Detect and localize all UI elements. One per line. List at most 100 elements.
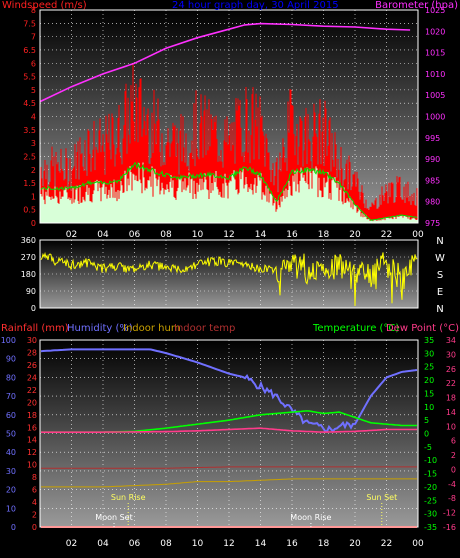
humidity-tick-label: 10: [6, 504, 16, 513]
rain-axis-label: Rainfall (mm): [1, 323, 69, 334]
x-tick-label: 18: [318, 230, 330, 240]
baro-tick-label: 1010: [425, 70, 445, 79]
rain-tick-label: 4: [32, 498, 37, 507]
temperature-tick-label: 35: [424, 336, 434, 345]
x-tick-label: 04: [97, 539, 109, 549]
baro-axis-label: Barometer (hpa): [375, 0, 458, 11]
temperature-tick-label: -25: [424, 496, 437, 505]
rain-tick-label: 24: [27, 373, 37, 382]
dewpoint-tick-label: 2: [451, 451, 456, 460]
wind-tick-label: 6.5: [23, 46, 36, 55]
x-tick-label: 06: [129, 230, 141, 240]
wind-tick-label: 1: [31, 192, 36, 201]
temperature-tick-label: -35: [424, 523, 437, 532]
wind-average-line: [40, 161, 418, 221]
wind-x-ticks: 02 04 06 08 10 12 14 16 18 20 22 00: [66, 230, 424, 240]
dewpoint-tick-label: 34: [446, 336, 456, 345]
x-tick-label: 14: [255, 230, 267, 240]
temp-hum-frame: [39, 339, 419, 528]
baro-tick-label: 985: [425, 176, 440, 185]
direction-tick-label: 360: [21, 236, 36, 245]
dewpoint-tick-label: 14: [446, 408, 456, 417]
dewpoint-axis-label: Dew Point (°C): [386, 323, 459, 334]
dewpoint-tick-label: 18: [446, 394, 456, 403]
dewpoint-tick-label: -8: [448, 494, 456, 503]
annotation-label: Moon Rise: [290, 513, 331, 522]
humidity-tick-label: 50: [6, 430, 16, 439]
humidity-tick-label: 70: [6, 392, 16, 401]
x-tick-label: 02: [66, 230, 77, 240]
direction-tick-label: 0: [31, 304, 36, 313]
direction-tick-label: 90: [26, 287, 36, 296]
x-tick-label: 12: [223, 539, 234, 549]
wind-tick-label: 1.5: [23, 179, 36, 188]
x-tick-label: 22: [381, 230, 392, 240]
temperature-tick-label: 25: [424, 363, 434, 372]
x-tick-label: 14: [255, 539, 267, 549]
rain-tick-label: 28: [27, 348, 37, 357]
series-line-indoor-hum: [41, 478, 417, 488]
x-tick-label: 16: [286, 539, 298, 549]
dewpoint-tick-label: -12: [443, 509, 456, 518]
temperature-axis-label: Temperature (°C): [312, 323, 399, 334]
rain-tick-label: 16: [27, 423, 37, 432]
x-tick-label: 10: [192, 539, 204, 549]
x-tick-label: 16: [286, 230, 298, 240]
temperature-tick-label: -5: [424, 443, 432, 452]
dewpoint-tick-label: 6: [451, 437, 456, 446]
rain-tick-label: 10: [27, 461, 37, 470]
temp-hum-plot-area: [40, 340, 418, 527]
wind-direction-line: [40, 251, 418, 307]
baro-tick-label: 1015: [425, 49, 445, 58]
wind-tick-label: 5.5: [23, 73, 36, 82]
temp-hum-x-ticks: 02 04 06 08 10 12 14 16 18 20 22 00: [66, 539, 424, 549]
x-tick-label: 22: [381, 539, 392, 549]
dewpoint-tick-label: 0: [451, 465, 456, 474]
baro-tick-label: 980: [425, 198, 440, 207]
wind-baro-frame: [39, 9, 419, 224]
barometer-line: [39, 22, 411, 103]
dewpoint-tick-label: 26: [446, 365, 456, 374]
x-tick-label: 08: [160, 230, 172, 240]
humidity-tick-label: 40: [6, 448, 16, 457]
wind-tick-label: 6: [31, 59, 36, 68]
direction-marks: [40, 251, 418, 307]
direction-tick-label: 270: [21, 253, 36, 262]
rain-tick-label: 26: [27, 361, 37, 370]
annotation-label: Sun Set: [366, 493, 397, 502]
wind-tick-label: 7.5: [23, 19, 36, 28]
rain-tick-label: 22: [27, 386, 37, 395]
baro-tick-label: 995: [425, 134, 440, 143]
rain-tick-label: 6: [32, 486, 37, 495]
wind-tick-label: 7: [31, 33, 36, 42]
dewpoint-tick-label: 30: [446, 350, 456, 359]
dewpoint-tick-label: 10: [446, 422, 456, 431]
dewpoint-tick-label: -4: [448, 480, 456, 489]
compass-label: N: [436, 236, 443, 247]
baro-tick-label: 1020: [425, 27, 445, 36]
temperature-tick-label: -20: [424, 483, 437, 492]
indoor-hum-legend: Indoor hum: [123, 323, 181, 334]
humidity-tick-label: 100: [1, 336, 16, 345]
x-tick-label: 20: [349, 230, 361, 240]
temperature-tick-label: -15: [424, 470, 437, 479]
x-tick-label: 02: [66, 539, 77, 549]
wind-tick-label: 3: [31, 139, 36, 148]
rain-tick-label: 8: [32, 473, 37, 482]
temperature-tick-label: 5: [424, 416, 429, 425]
sun-moon-annotations: Sun Rise Moon Set Moon Rise Sun Set: [95, 493, 397, 527]
x-tick-label: 20: [349, 539, 361, 549]
humidity-tick-label: 0: [11, 523, 16, 532]
rain-tick-label: 30: [27, 336, 37, 345]
wind-tick-label: 0: [31, 219, 36, 228]
rain-tick-label: 18: [27, 411, 37, 420]
baro-tick-label: 1000: [425, 113, 445, 122]
x-tick-label: 18: [318, 539, 330, 549]
compass-label: S: [437, 270, 443, 281]
series-line-dew-point: [41, 427, 417, 433]
wind-tick-label: 5: [31, 86, 36, 95]
wind-axis-ticks: 0 0.5 1 1.5 2 2.5 3 3.5 4 4.5 5 5.5 6 6.5 7 7.5 8: [23, 6, 36, 228]
temperature-tick-label: -30: [424, 510, 437, 519]
